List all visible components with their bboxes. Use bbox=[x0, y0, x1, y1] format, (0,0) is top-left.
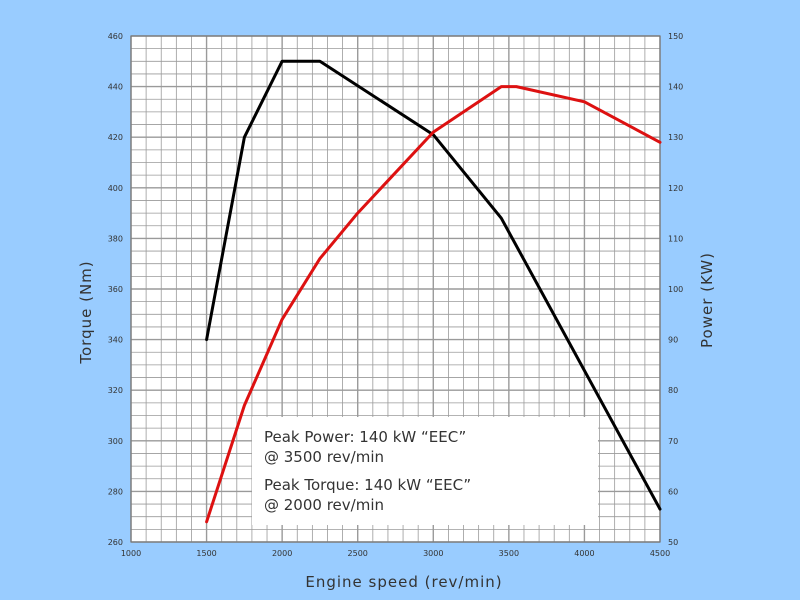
y-right-tick-label: 60 bbox=[668, 487, 678, 496]
y-right-tick-label: 80 bbox=[668, 386, 678, 395]
annotation-box: Peak Power: 140 kW “EEC” @ 3500 rev/min … bbox=[252, 417, 598, 525]
peak-torque-line2: @ 2000 rev/min bbox=[264, 496, 384, 514]
y-right-tick-label: 110 bbox=[668, 234, 683, 243]
y-left-tick-label: 340 bbox=[108, 336, 123, 345]
x-axis-title: Engine speed (rev/min) bbox=[305, 573, 502, 591]
x-tick-label: 1500 bbox=[196, 549, 216, 558]
y-right-tick-label: 140 bbox=[668, 83, 683, 92]
x-tick-label: 2500 bbox=[348, 549, 368, 558]
y-right-tick-label: 120 bbox=[668, 184, 683, 193]
torque-curve-line bbox=[205, 59, 662, 511]
x-tick-label: 3000 bbox=[423, 549, 443, 558]
y-right-tick-label: 150 bbox=[668, 32, 683, 41]
y-right-tick-label: 70 bbox=[668, 437, 678, 446]
x-tick-label: 3500 bbox=[499, 549, 519, 558]
y-right-tick-label: 50 bbox=[668, 538, 678, 547]
x-tick-label: 2000 bbox=[272, 549, 292, 558]
y-left-axis-title: Torque (Nm) bbox=[77, 260, 95, 364]
y-right-tick-label: 100 bbox=[668, 285, 683, 294]
y-left-tick-label: 260 bbox=[108, 538, 123, 547]
peak-power-line2: @ 3500 rev/min bbox=[264, 448, 384, 466]
plot-border bbox=[130, 35, 661, 543]
annotation-background bbox=[252, 417, 598, 525]
y-left-tick-label: 360 bbox=[108, 285, 123, 294]
x-tick-label: 4000 bbox=[574, 549, 594, 558]
tick-labels: 1000 1500 2000 2500 3000 3500 4000 4500 260 280 30… bbox=[108, 32, 684, 558]
power-curve-line bbox=[205, 85, 662, 524]
x-tick-label: 1000 bbox=[121, 549, 141, 558]
y-right-axis-title: Power (KW) bbox=[698, 252, 716, 348]
peak-torque-line1: Peak Torque: 140 kW “EEC” bbox=[264, 476, 471, 494]
y-right-tick-label: 130 bbox=[668, 133, 683, 142]
y-left-tick-label: 400 bbox=[108, 184, 123, 193]
peak-power-line1: Peak Power: 140 kW “EEC” bbox=[264, 428, 466, 446]
x-tick-label: 4500 bbox=[650, 549, 670, 558]
y-left-tick-label: 420 bbox=[108, 133, 123, 142]
series-layer bbox=[205, 59, 662, 524]
y-left-tick-label: 320 bbox=[108, 386, 123, 395]
y-right-tick-label: 90 bbox=[668, 336, 678, 345]
y-left-tick-label: 380 bbox=[108, 234, 123, 243]
y-left-tick-label: 460 bbox=[108, 32, 123, 41]
y-left-tick-label: 440 bbox=[108, 83, 123, 92]
y-left-tick-label: 300 bbox=[108, 437, 123, 446]
y-left-tick-label: 280 bbox=[108, 487, 123, 496]
